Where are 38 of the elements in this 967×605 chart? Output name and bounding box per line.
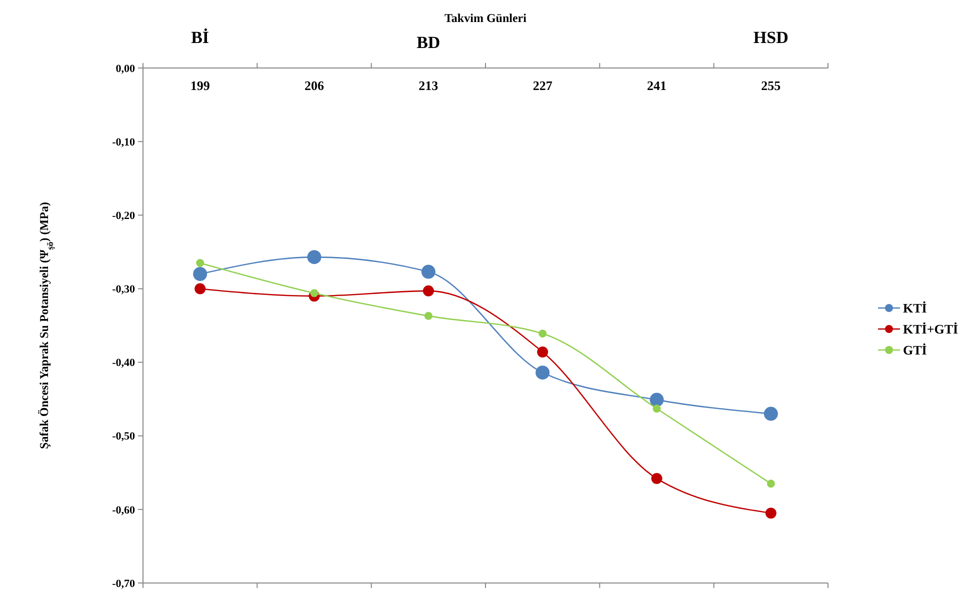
point bbox=[193, 267, 208, 281]
text: Bİ bbox=[191, 28, 210, 47]
point bbox=[196, 258, 204, 267]
y-tick-label: -0,70 bbox=[112, 578, 136, 590]
y-tick-label: -0,10 bbox=[112, 136, 136, 148]
y-tick-label: -0,40 bbox=[112, 357, 136, 370]
x-tick-label: 199 bbox=[190, 78, 210, 93]
point bbox=[538, 330, 547, 338]
x-axis-title: Takvim Günleri bbox=[444, 11, 528, 25]
y-tick-label: -0,60 bbox=[112, 504, 136, 516]
x-tick-label: 255 bbox=[761, 78, 782, 93]
point bbox=[765, 508, 776, 519]
y-tick-label: -0,20 bbox=[112, 210, 136, 222]
point bbox=[421, 264, 436, 279]
x-tick-label: 206 bbox=[304, 78, 324, 93]
point bbox=[766, 480, 775, 488]
point bbox=[650, 392, 664, 407]
text: BD bbox=[416, 33, 440, 52]
legend-label: GTİ bbox=[903, 342, 927, 358]
legend-label: KTİ bbox=[903, 300, 927, 316]
text: HSD bbox=[753, 28, 788, 47]
point bbox=[194, 283, 206, 294]
point bbox=[422, 285, 434, 296]
y-tick-label: -0,30 bbox=[112, 284, 136, 296]
point bbox=[652, 404, 661, 413]
x-tick-label: 241 bbox=[647, 78, 666, 93]
legend-label: KTİ+GTİ bbox=[903, 322, 958, 337]
point bbox=[310, 289, 318, 298]
y-tick-label: 0,00 bbox=[116, 62, 136, 75]
point bbox=[424, 312, 432, 320]
x-tick-label: 213 bbox=[418, 78, 439, 93]
point bbox=[537, 346, 548, 358]
point bbox=[651, 473, 662, 484]
point bbox=[764, 406, 778, 421]
x-tick-label: 227 bbox=[532, 78, 553, 93]
y-tick-label: -0,50 bbox=[112, 430, 136, 443]
point bbox=[536, 366, 550, 380]
point bbox=[307, 250, 322, 264]
